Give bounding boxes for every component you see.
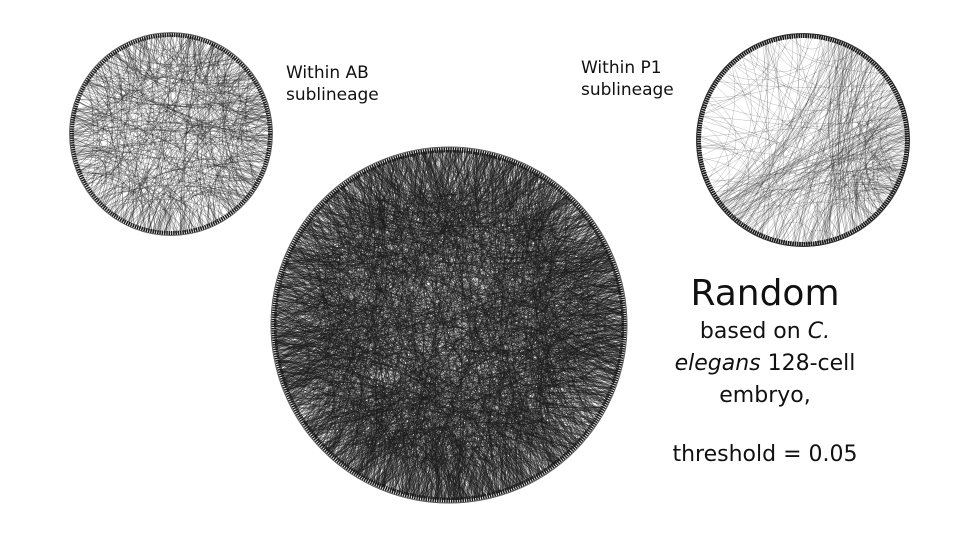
description: based on C. elegans 128-cell embryo, xyxy=(640,316,890,412)
network-edges xyxy=(698,35,908,245)
title-block: Random based on C. elegans 128-cell embr… xyxy=(640,272,890,470)
network-outer-ring xyxy=(696,33,910,247)
p1-sublineage-network xyxy=(696,33,910,247)
network-edges xyxy=(714,37,908,245)
ab-label-line1: Within AB xyxy=(286,63,369,83)
p1-label-line2: sublineage xyxy=(581,80,674,100)
network-outer-ring xyxy=(69,32,273,236)
page-title: Random xyxy=(690,273,840,314)
network-edges xyxy=(71,34,271,234)
description-before: based on xyxy=(699,319,801,344)
network-node-ring xyxy=(697,34,909,246)
full-embryo-network xyxy=(270,146,628,504)
ab-sublineage-label: Within AB sublineage xyxy=(286,62,379,106)
network-outer-ring xyxy=(270,146,628,504)
network-node-ring xyxy=(70,33,272,235)
description-italic-species: elegans xyxy=(674,351,761,376)
p1-sublineage-label: Within P1 sublineage xyxy=(581,57,674,101)
p1-label-line1: Within P1 xyxy=(581,58,662,78)
description-after1: 128-cell xyxy=(767,351,856,376)
network-edges xyxy=(273,149,625,501)
ab-sublineage-network xyxy=(69,32,273,236)
network-node-ring xyxy=(271,147,627,503)
description-after2: embryo, xyxy=(719,383,811,408)
description-italic-genus: C. xyxy=(807,319,831,344)
threshold-label: threshold = 0.05 xyxy=(672,442,858,467)
ab-label-line2: sublineage xyxy=(286,85,379,105)
